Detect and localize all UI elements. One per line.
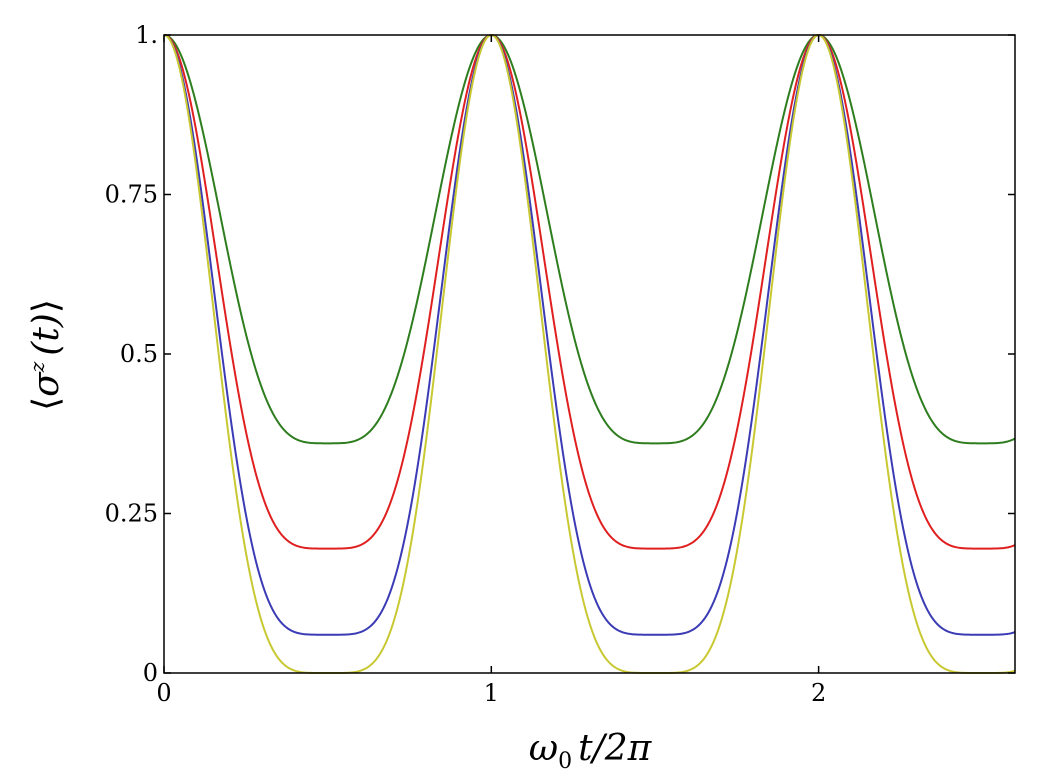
x-label-subscript: 0 [558,749,572,774]
y-label-argument: (t) [26,313,67,356]
y-label-close-bracket: ⟩ [26,299,67,313]
y-label-open-bracket: ⟨ [26,397,67,411]
series-line-3 [164,34,1015,636]
y-tick-label-2: 0.5 [120,340,158,368]
x-tick-label-0: 0 [156,679,171,707]
series-line-2 [164,34,1015,550]
x-label-rest: t/2π [578,728,653,769]
y-label-superscript: z [25,361,49,373]
tick-layer: 0 1 2 0 0.25 0.5 0.75 1. [105,21,1015,707]
y-axis-label: ⟨σz (t)⟩ [25,299,67,411]
y-label-sigma: σ [26,371,67,397]
x-tick-label-1: 1 [484,679,499,707]
x-axis-label: ω0 t/2π [529,728,653,774]
y-tick-label-1: 0.25 [105,500,158,528]
y-tick-label-0: 0 [143,659,158,687]
x-label-omega: ω [529,728,558,769]
series-line-1 [164,34,1015,445]
y-tick-label-4: 1. [135,21,158,49]
series-layer [164,33,1015,674]
x-tick-label-2: 2 [811,679,826,707]
y-tick-label-3: 0.75 [105,181,158,209]
